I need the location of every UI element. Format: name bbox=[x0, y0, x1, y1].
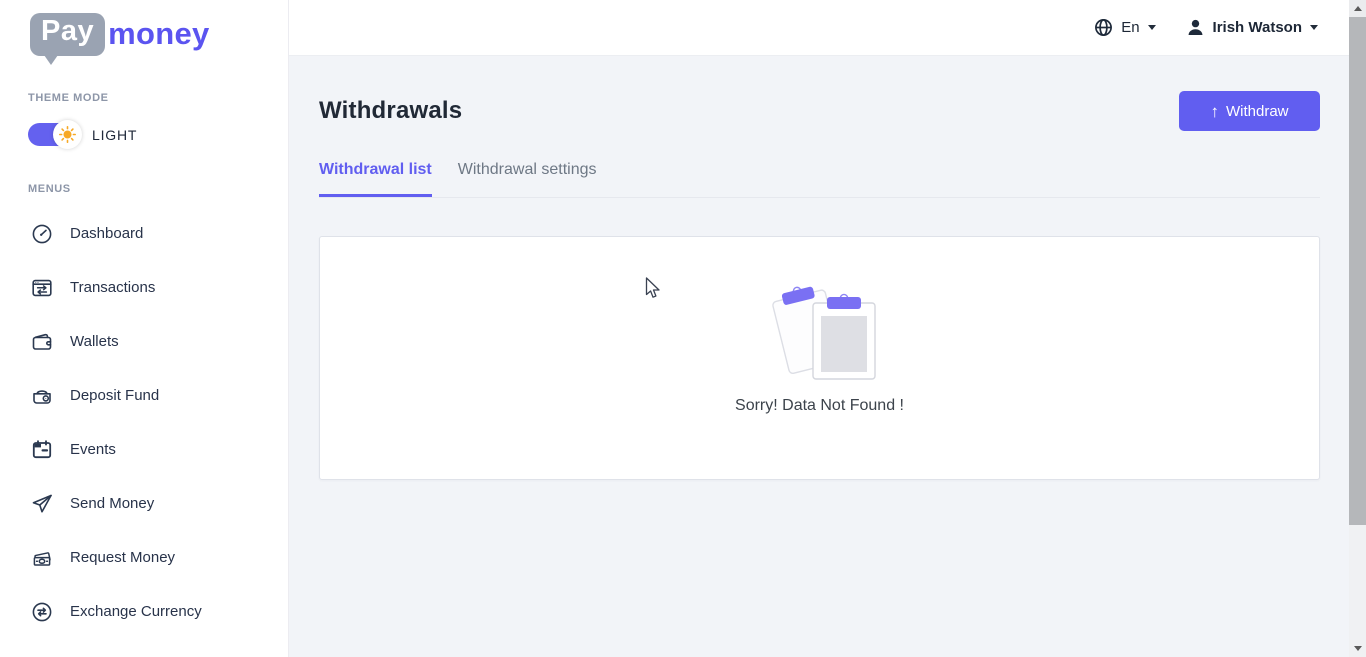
sidebar-item-exchange-currency[interactable]: Exchange Currency bbox=[0, 585, 288, 639]
paymoney-logo[interactable]: Pay money bbox=[30, 13, 288, 65]
sidebar-item-dashboard[interactable]: Dashboard bbox=[0, 207, 288, 261]
empty-state-text: Sorry! Data Not Found ! bbox=[735, 397, 904, 414]
transactions-window-icon bbox=[30, 276, 54, 300]
wallet-icon bbox=[30, 330, 54, 354]
triangle-up-icon bbox=[1353, 6, 1362, 11]
deposit-purse-icon bbox=[30, 384, 54, 408]
banknotes-icon bbox=[30, 546, 54, 570]
vertical-scrollbar[interactable] bbox=[1349, 0, 1366, 657]
chevron-down-icon bbox=[1310, 25, 1318, 30]
language-label: En bbox=[1121, 19, 1140, 36]
triangle-down-icon bbox=[1353, 646, 1362, 651]
sidebar-item-label: Send Money bbox=[70, 495, 155, 513]
sidebar-item-label: Deposit Fund bbox=[70, 387, 160, 405]
sidebar-item-transactions[interactable]: Transactions bbox=[0, 261, 288, 315]
main-area: En Irish Watson Withdrawals ↑ Withdraw W… bbox=[289, 0, 1349, 657]
sidebar-item-label: Events bbox=[70, 441, 116, 459]
sun-icon bbox=[59, 126, 76, 144]
topbar: En Irish Watson bbox=[289, 0, 1349, 56]
logo-pay-bubble: Pay bbox=[30, 13, 106, 65]
sidebar-item-label: Exchange Currency bbox=[70, 603, 202, 621]
sidebar-item-label: Dashboard bbox=[70, 225, 144, 243]
scroll-up-button[interactable] bbox=[1349, 0, 1366, 17]
sidebar-menu: Dashboard Transactions bbox=[0, 207, 288, 639]
globe-icon bbox=[1095, 19, 1113, 36]
page-title: Withdrawals bbox=[319, 97, 463, 124]
sidebar-item-label: Wallets bbox=[70, 333, 119, 351]
sidebar-item-send-money[interactable]: Send Money bbox=[0, 477, 288, 531]
sidebar: Pay money THEME MODE LIGHT MENUS bbox=[0, 0, 289, 657]
chevron-down-icon bbox=[1147, 25, 1156, 30]
sidebar-item-wallets[interactable]: Wallets bbox=[0, 315, 288, 369]
sidebar-item-request-money[interactable]: Request Money bbox=[0, 531, 288, 585]
empty-clipboards-illustration bbox=[771, 286, 876, 380]
withdraw-button-label: Withdraw bbox=[1225, 102, 1289, 120]
tab-bar: Withdrawal list Withdrawal settings bbox=[319, 161, 1320, 198]
page-header: Withdrawals ↑ Withdraw bbox=[319, 56, 1320, 131]
theme-row: LIGHT bbox=[28, 120, 288, 150]
withdraw-button[interactable]: ↑ Withdraw bbox=[1179, 91, 1320, 131]
exchange-arrows-icon bbox=[30, 600, 54, 624]
scrollbar-thumb[interactable] bbox=[1349, 17, 1366, 525]
menus-label: MENUS bbox=[28, 182, 71, 195]
user-name: Irish Watson bbox=[1212, 19, 1302, 36]
theme-toggle-knob bbox=[53, 120, 82, 150]
scroll-down-button[interactable] bbox=[1349, 640, 1366, 657]
paper-plane-icon bbox=[30, 492, 54, 516]
sidebar-item-label: Transactions bbox=[70, 279, 156, 297]
theme-toggle[interactable] bbox=[28, 120, 82, 150]
sidebar-item-deposit-fund[interactable]: Deposit Fund bbox=[0, 369, 288, 423]
sidebar-item-events[interactable]: Events bbox=[0, 423, 288, 477]
withdrawal-list-card: Sorry! Data Not Found ! bbox=[319, 236, 1320, 480]
tab-withdrawal-settings[interactable]: Withdrawal settings bbox=[457, 161, 597, 178]
sidebar-item-label: Request Money bbox=[70, 549, 176, 567]
logo-pay-text: Pay bbox=[41, 15, 95, 47]
page-content: Withdrawals ↑ Withdraw Withdrawal list W… bbox=[289, 56, 1349, 657]
tab-withdrawal-list[interactable]: Withdrawal list bbox=[319, 161, 432, 197]
arrow-up-icon: ↑ bbox=[1210, 101, 1219, 121]
logo-money-text: money bbox=[108, 16, 210, 51]
theme-mode-label: THEME MODE bbox=[28, 91, 109, 104]
user-menu[interactable]: Irish Watson bbox=[1186, 18, 1318, 37]
gauge-icon bbox=[30, 222, 54, 246]
theme-toggle-state-label: LIGHT bbox=[92, 126, 138, 143]
language-selector[interactable]: En bbox=[1094, 18, 1156, 37]
user-icon bbox=[1188, 19, 1202, 35]
calendar-icon bbox=[30, 438, 54, 462]
